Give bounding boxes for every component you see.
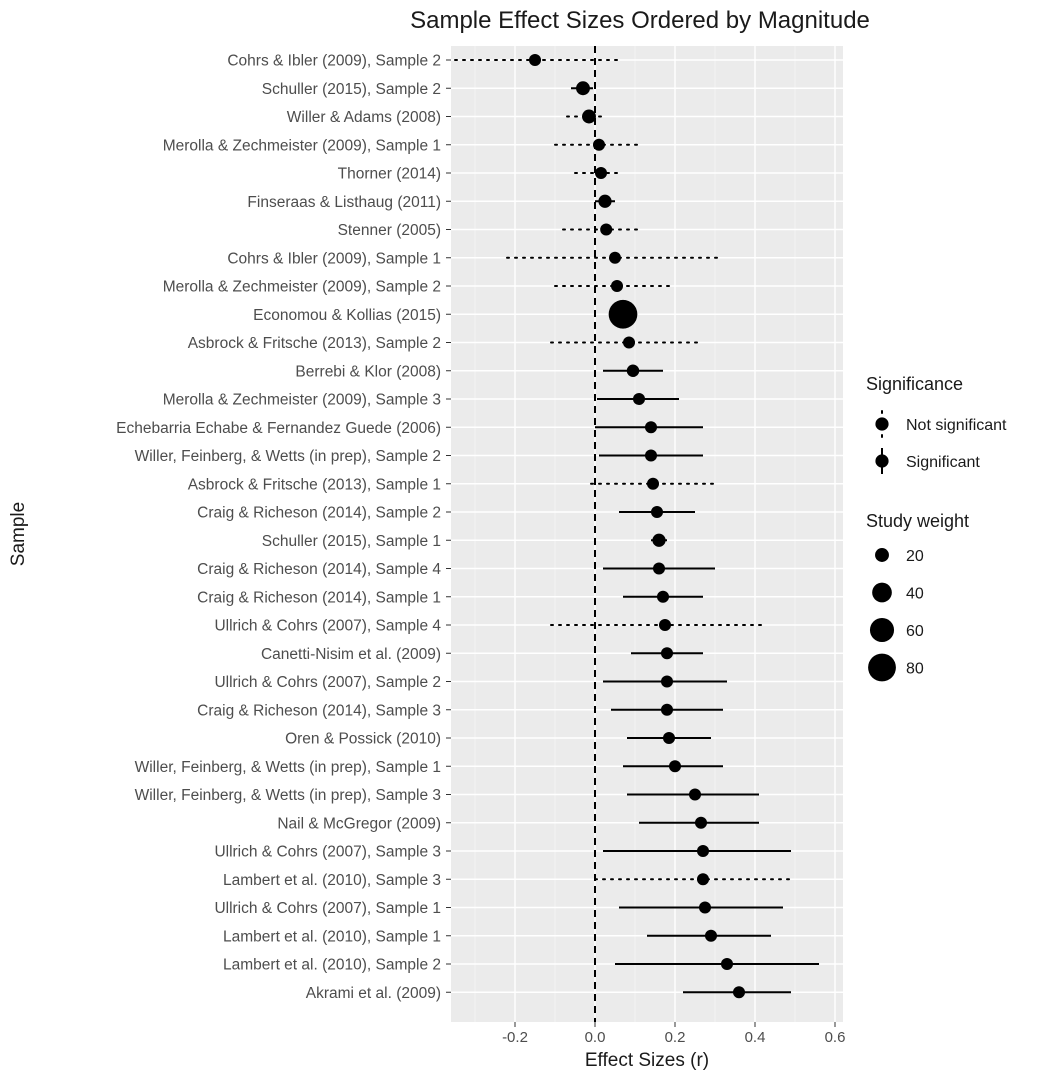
effect-point [658, 618, 672, 632]
legend-size-point [875, 548, 889, 562]
y-tick-label: Economou & Kollias (2015) [253, 307, 441, 324]
y-tick-label: Ullrich & Cohrs (2007), Sample 2 [214, 674, 441, 691]
y-tick-label: Stenner (2005) [338, 222, 441, 239]
effect-point [582, 109, 596, 124]
y-axis: Cohrs & Ibler (2009), Sample 2 Schuller (… [116, 53, 451, 1002]
effect-point [594, 166, 608, 180]
legend-title-significance: Significance [866, 374, 963, 394]
y-tick-label: Cohrs & Ibler (2009), Sample 1 [227, 250, 441, 267]
y-tick-label: Merolla & Zechmeister (2009), Sample 3 [163, 392, 441, 409]
y-tick-label: Cohrs & Ibler (2009), Sample 2 [227, 53, 441, 70]
effect-point [650, 505, 664, 519]
legend-label-significance: Not significant [906, 417, 1007, 434]
y-tick-label: Ullrich & Cohrs (2007), Sample 4 [214, 618, 441, 635]
effect-point [688, 788, 702, 801]
x-tick-label: 0.0 [585, 1029, 606, 1046]
y-tick-label: Lambert et al. (2010), Sample 1 [223, 928, 441, 945]
y-tick-label: Craig & Richeson (2014), Sample 2 [197, 505, 441, 522]
y-tick-label: Willer, Feinberg, & Wetts (in prep), Sam… [135, 787, 441, 804]
effect-point [662, 731, 676, 745]
effect-point [704, 929, 718, 942]
effect-point [632, 392, 646, 406]
x-tick-label: 0.2 [665, 1029, 686, 1046]
legend-size-point [868, 653, 896, 682]
y-tick-label: Schuller (2015), Sample 1 [262, 533, 441, 550]
y-axis-title: Sample [8, 502, 29, 566]
effect-point [660, 703, 674, 716]
y-tick-label: Asbrock & Fritsche (2013), Sample 2 [188, 335, 441, 352]
effect-point [646, 477, 660, 490]
legend-label-significance: Significant [906, 454, 980, 471]
effect-point [652, 533, 666, 547]
effect-point [622, 336, 636, 349]
legend-key-point [875, 417, 889, 431]
y-tick-label: Akrami et al. (2009) [306, 985, 441, 1002]
y-tick-label: Oren & Possick (2010) [285, 731, 441, 748]
y-tick-label: Merolla & Zechmeister (2009), Sample 2 [163, 279, 441, 296]
legend-label-weight: 60 [906, 623, 924, 640]
effect-point [660, 675, 674, 688]
x-axis-title: Effect Sizes (r) [585, 1050, 709, 1071]
effect-point [656, 590, 670, 603]
y-tick-label: Willer, Feinberg, & Wetts (in prep), Sam… [135, 759, 441, 776]
y-tick-label: Thorner (2014) [338, 166, 441, 183]
legend-label-weight: 20 [906, 548, 924, 565]
y-tick-label: Willer, Feinberg, & Wetts (in prep), Sam… [135, 448, 441, 465]
y-tick-label: Craig & Richeson (2014), Sample 3 [197, 702, 441, 719]
effect-point [576, 81, 590, 96]
y-tick-label: Lambert et al. (2010), Sample 2 [223, 957, 441, 974]
x-axis: -0.2 0.0 0.2 0.4 0.6 [502, 1022, 845, 1046]
y-tick-label: Canetti-Nisim et al. (2009) [261, 646, 441, 663]
y-tick-label: Schuller (2015), Sample 2 [262, 81, 441, 98]
y-tick-label: Asbrock & Fritsche (2013), Sample 1 [188, 476, 441, 493]
effect-point [592, 138, 606, 151]
effect-point [644, 421, 658, 434]
effect-point [720, 957, 734, 971]
effect-point [668, 760, 682, 773]
x-tick-label: 0.4 [745, 1029, 766, 1046]
legend-label-weight: 40 [906, 586, 924, 603]
y-tick-label: Ullrich & Cohrs (2007), Sample 1 [214, 900, 441, 917]
effect-point [694, 816, 708, 829]
x-tick-label: -0.2 [502, 1029, 528, 1046]
legend-key-point [875, 454, 889, 468]
y-tick-label: Echebarria Echabe & Fernandez Guede (200… [116, 420, 441, 437]
y-tick-label: Craig & Richeson (2014), Sample 1 [197, 589, 441, 606]
effect-point [644, 449, 658, 462]
effect-point [608, 251, 622, 264]
legend-title-weight: Study weight [866, 511, 969, 531]
effect-point [610, 279, 624, 293]
effect-point [600, 223, 613, 236]
y-tick-label: Willer & Adams (2008) [287, 109, 441, 126]
y-tick-label: Craig & Richeson (2014), Sample 4 [197, 561, 441, 578]
y-tick-label: Ullrich & Cohrs (2007), Sample 3 [214, 844, 441, 861]
data-marks [454, 46, 819, 1022]
y-tick-label: Finseraas & Listhaug (2011) [247, 194, 441, 211]
effect-point [528, 53, 542, 67]
effect-point [698, 901, 712, 914]
x-tick-label: 0.6 [825, 1029, 846, 1046]
effect-point [598, 194, 612, 208]
effect-point [608, 299, 638, 329]
legend-size-point [869, 617, 895, 643]
y-tick-label: Berrebi & Klor (2008) [295, 363, 441, 380]
effect-point [732, 986, 746, 999]
legend-size-point [872, 582, 892, 603]
effect-point [696, 873, 710, 886]
y-tick-label: Lambert et al. (2010), Sample 3 [223, 872, 441, 889]
y-tick-label: Merolla & Zechmeister (2009), Sample 1 [163, 137, 441, 154]
effect-point [626, 364, 640, 377]
effect-point [660, 647, 674, 660]
effect-point [652, 562, 666, 575]
legend-label-weight: 80 [906, 661, 924, 678]
effect-point [696, 844, 710, 858]
plot-panel [451, 46, 843, 1022]
y-tick-label: Nail & McGregor (2009) [277, 815, 441, 832]
chart-title: Sample Effect Sizes Ordered by Magnitude [410, 7, 870, 34]
legend: Significance Not significant Significant St… [866, 374, 1007, 682]
